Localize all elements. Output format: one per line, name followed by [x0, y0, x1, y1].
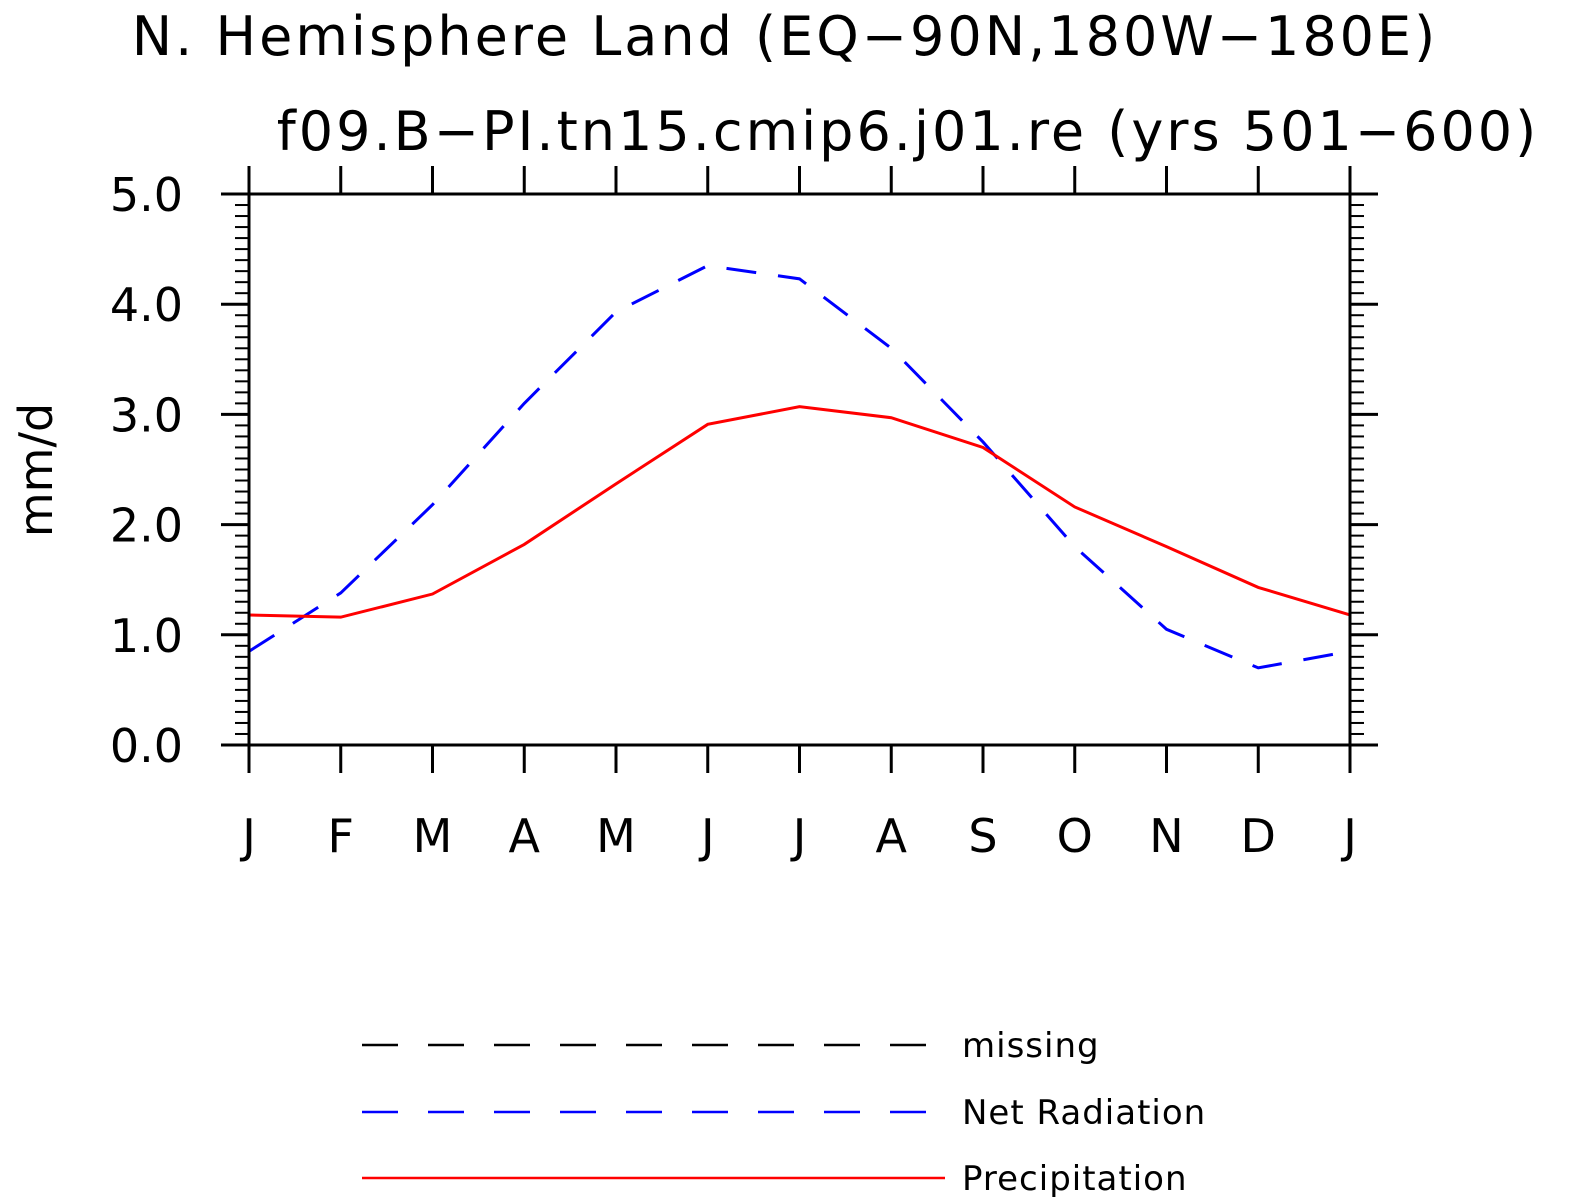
chart-subtitle: f09.B−PI.tn15.cmip6.j01.re (yrs 501−600)	[277, 100, 1539, 163]
x-tick-label: M	[596, 809, 636, 863]
x-tick-label: A	[876, 809, 908, 863]
x-tick-label: J	[698, 809, 715, 863]
y-tick-label: 4.0	[110, 278, 183, 332]
x-tick-label: A	[509, 809, 541, 863]
series-line-net-radiation	[248, 264, 1351, 670]
x-tick-label: F	[328, 809, 354, 863]
legend-label: Net Radiation	[962, 1093, 1206, 1133]
x-tick-label: N	[1149, 809, 1183, 863]
y-tick-label: 2.0	[110, 499, 183, 553]
legend: missing Net Radiation Precipitation	[362, 1026, 1206, 1199]
x-tick-label: J	[790, 809, 807, 863]
x-tick-label: J	[1340, 809, 1357, 863]
x-tick-label: D	[1241, 809, 1276, 863]
y-tick-label: 0.0	[110, 719, 183, 773]
y-axis-label: mm/d	[9, 403, 63, 537]
y-tick-label: 5.0	[110, 168, 183, 222]
series-line-precipitation	[248, 405, 1351, 619]
x-tick-label: M	[413, 809, 453, 863]
axis-ticks	[221, 166, 1378, 773]
tick-labels: 0.0 1.0 2.0 3.0 4.0 5.0 J F M A M J J A S O N D J	[110, 168, 1357, 863]
y-tick-label: 3.0	[110, 388, 183, 442]
chart-title: N. Hemisphere Land (EQ−90N,180W−180E)	[132, 5, 1438, 68]
x-tick-label: O	[1057, 809, 1093, 863]
legend-label: missing	[962, 1026, 1100, 1066]
x-tick-label: S	[968, 809, 997, 863]
series-lines	[248, 264, 1351, 670]
y-tick-label: 1.0	[110, 609, 183, 663]
x-tick-label: J	[239, 809, 256, 863]
plot-frame	[247, 192, 1352, 747]
legend-label: Precipitation	[962, 1159, 1188, 1199]
